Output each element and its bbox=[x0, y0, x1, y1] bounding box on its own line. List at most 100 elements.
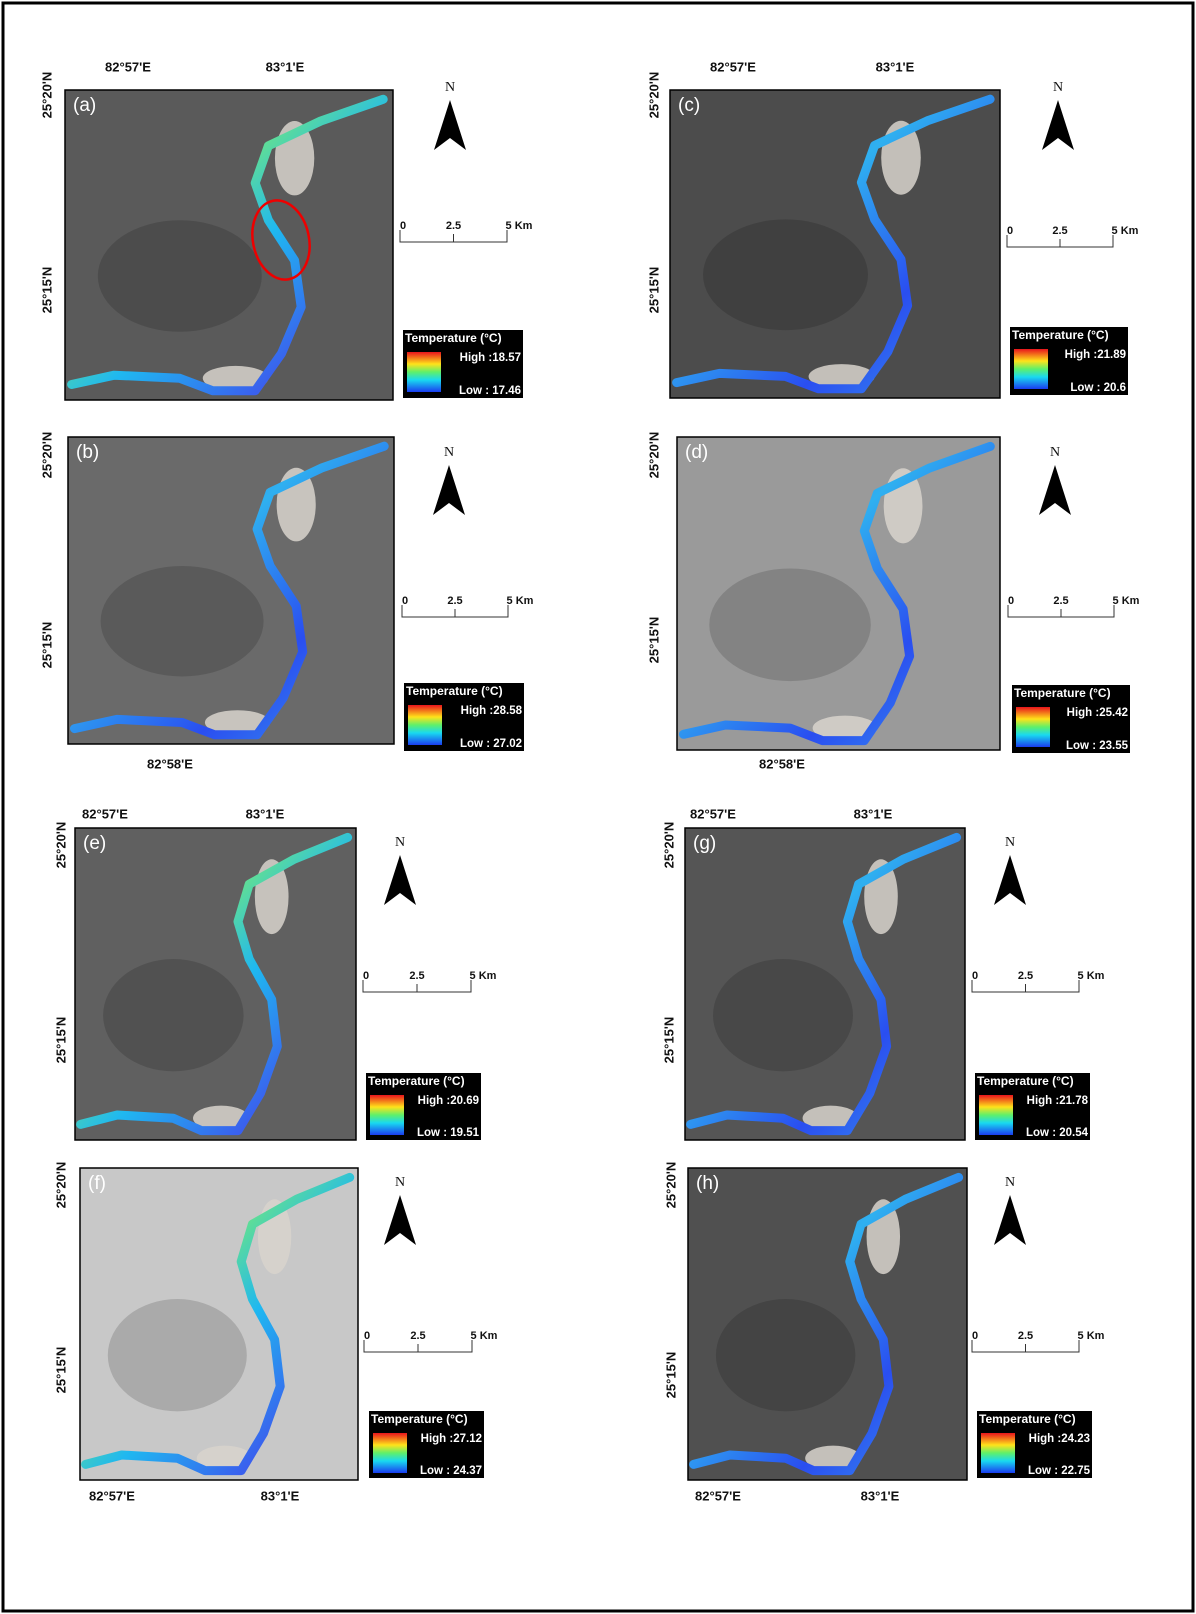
longitude-label: 82°58'E bbox=[759, 756, 805, 771]
legend-low: Low : 19.51 bbox=[417, 1127, 480, 1139]
latitude-label: 25°20'N bbox=[661, 822, 676, 869]
legend-high: High :21.89 bbox=[1065, 349, 1126, 361]
latitude-label: 25°15'N bbox=[661, 1017, 676, 1064]
longitude-label: 82°57'E bbox=[690, 806, 736, 821]
legend-title: Temperature (°C) bbox=[979, 1412, 1076, 1426]
legend-ramp bbox=[408, 705, 442, 745]
north-arrow bbox=[994, 1195, 1026, 1245]
legend-title: Temperature (°C) bbox=[405, 331, 502, 345]
north-label: N bbox=[1053, 80, 1063, 95]
terrain-patch bbox=[103, 959, 244, 1071]
latitude-label: 25°15'N bbox=[646, 617, 661, 664]
map-panel bbox=[677, 437, 1000, 750]
longitude-label: 83°1'E bbox=[876, 59, 915, 74]
longitude-label: 82°57'E bbox=[89, 1488, 135, 1503]
legend-ramp bbox=[1014, 349, 1048, 389]
scale-label: 2.5 bbox=[1018, 1330, 1033, 1342]
scale-label: 2.5 bbox=[1018, 970, 1033, 982]
map-panel bbox=[75, 828, 356, 1140]
legend-low: Low : 23.55 bbox=[1066, 740, 1129, 752]
panel-label: (h) bbox=[696, 1173, 719, 1194]
scale-label: 2.5 bbox=[409, 970, 424, 982]
map-panel bbox=[80, 1168, 358, 1480]
latitude-label: 25°20'N bbox=[646, 432, 661, 479]
terrain-patch bbox=[108, 1299, 247, 1411]
legend-high: High :21.78 bbox=[1027, 1095, 1089, 1107]
legend-high: High :24.23 bbox=[1029, 1433, 1090, 1445]
panel-label: (e) bbox=[83, 833, 106, 854]
latitude-label: 25°15'N bbox=[53, 1347, 68, 1394]
figure: (a) 82°57'E 83°1'E 25°20'N 25°15'N N 0 2.5 5 Km T… bbox=[0, 0, 1196, 1614]
scale-label: 0 bbox=[1007, 225, 1013, 237]
panel-label: (a) bbox=[73, 95, 96, 116]
legend-low: Low : 17.46 bbox=[459, 385, 521, 397]
latitude-label: 25°15'N bbox=[663, 1352, 678, 1399]
longitude-label: 83°1'E bbox=[261, 1488, 300, 1503]
panel-label: (g) bbox=[693, 833, 716, 854]
terrain-patch bbox=[703, 219, 868, 330]
legend-ramp bbox=[373, 1433, 407, 1473]
panel-label: (f) bbox=[88, 1173, 106, 1194]
longitude-label: 82°57'E bbox=[710, 59, 756, 74]
scale-label: 5 Km bbox=[506, 220, 533, 232]
terrain-patch bbox=[709, 568, 871, 681]
scale-label: 0 bbox=[972, 970, 978, 982]
north-label: N bbox=[445, 80, 455, 95]
longitude-label: 83°1'E bbox=[246, 806, 285, 821]
scale-label: 0 bbox=[402, 595, 408, 607]
map-panel bbox=[688, 1168, 967, 1480]
north-label: N bbox=[1005, 1175, 1015, 1190]
north-label: N bbox=[444, 445, 454, 460]
longitude-label: 83°1'E bbox=[266, 59, 305, 74]
scale-label: 2.5 bbox=[447, 595, 462, 607]
legend-high: High :18.57 bbox=[460, 352, 521, 364]
scale-label: 2.5 bbox=[1053, 595, 1068, 607]
latitude-label: 25°15'N bbox=[39, 267, 54, 314]
north-label: N bbox=[395, 1175, 405, 1190]
north-label: N bbox=[395, 835, 405, 850]
latitude-label: 25°15'N bbox=[646, 267, 661, 314]
terrain-patch bbox=[98, 220, 262, 332]
legend-title: Temperature (°C) bbox=[1012, 328, 1109, 342]
north-arrow bbox=[434, 100, 466, 150]
legend-low: Low : 22.75 bbox=[1028, 1465, 1091, 1477]
longitude-label: 82°57'E bbox=[695, 1488, 741, 1503]
panel-label: (c) bbox=[678, 95, 700, 116]
longitude-label: 83°1'E bbox=[854, 806, 893, 821]
longitude-label: 82°57'E bbox=[105, 59, 151, 74]
north-arrow bbox=[994, 855, 1026, 905]
scale-label: 5 Km bbox=[507, 595, 534, 607]
legend-low: Low : 24.37 bbox=[420, 1465, 482, 1477]
scale-label: 2.5 bbox=[410, 1330, 425, 1342]
map-panel bbox=[65, 90, 393, 400]
legend-high: High :27.12 bbox=[421, 1433, 482, 1445]
terrain-patch bbox=[713, 959, 853, 1071]
terrain-patch bbox=[716, 1299, 856, 1411]
scale-label: 0 bbox=[972, 1330, 978, 1342]
map-panel bbox=[685, 828, 965, 1140]
scale-label: 5 Km bbox=[471, 1330, 498, 1342]
legend-title: Temperature (°C) bbox=[406, 684, 503, 698]
scale-label: 2.5 bbox=[1052, 225, 1067, 237]
scale-label: 5 Km bbox=[1113, 595, 1140, 607]
legend-high: High :25.42 bbox=[1067, 707, 1128, 719]
legend-low: Low : 27.02 bbox=[460, 738, 522, 750]
terrain-patch bbox=[101, 566, 264, 677]
scale-label: 0 bbox=[364, 1330, 370, 1342]
legend-high: High :28.58 bbox=[461, 705, 523, 717]
north-arrow bbox=[1039, 465, 1071, 515]
north-label: N bbox=[1050, 445, 1060, 460]
legend-title: Temperature (°C) bbox=[371, 1412, 468, 1426]
legend-title: Temperature (°C) bbox=[977, 1074, 1074, 1088]
latitude-label: 25°20'N bbox=[39, 72, 54, 119]
legend-ramp bbox=[1016, 707, 1050, 747]
north-arrow bbox=[433, 465, 465, 515]
north-arrow bbox=[384, 855, 416, 905]
latitude-label: 25°15'N bbox=[39, 622, 54, 669]
longitude-label: 82°57'E bbox=[82, 806, 128, 821]
map-panel bbox=[670, 90, 1000, 398]
latitude-label: 25°20'N bbox=[646, 72, 661, 119]
panel-label: (d) bbox=[685, 442, 708, 463]
legend-ramp bbox=[370, 1095, 404, 1135]
latitude-label: 25°20'N bbox=[53, 822, 68, 869]
